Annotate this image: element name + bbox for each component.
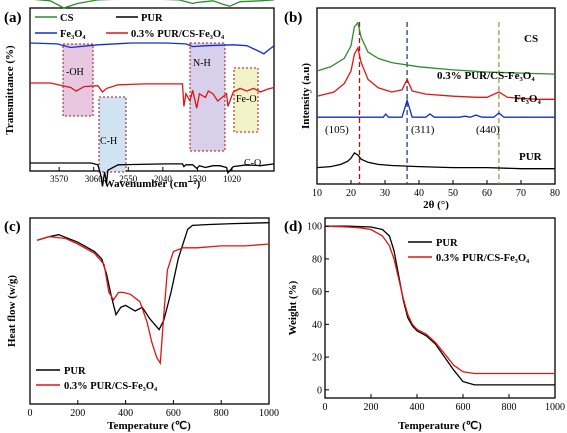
panel-b-ylabel: Intensity (a.u): [300, 63, 312, 129]
annotation-oh: -OH: [66, 67, 84, 78]
legend-a-3: 0.3% PUR/CS-Fe₃O₄: [131, 29, 225, 40]
xrd-line-composite: [316, 46, 555, 100]
tga-xtick-label: 1000: [545, 402, 565, 413]
tga-xtick-label: 800: [502, 402, 517, 413]
tga-xtick-label: 0: [323, 402, 328, 413]
ftir-xtick-label: 2040: [154, 174, 173, 184]
ftir-xtick-label: 1530: [188, 174, 207, 184]
panel-a-label: (a): [4, 10, 22, 26]
panel-c-label: (c): [4, 219, 21, 235]
xrd-label-composite: 0.3% PUR/CS-Fe₃O₄: [437, 70, 535, 82]
dsc-xtick-label: 0: [28, 408, 33, 419]
xrd-label-cs: CS: [524, 33, 538, 45]
tga-ytick-label: 40: [312, 320, 322, 331]
tga-xtick-label: 600: [456, 402, 471, 413]
panel-a-frame: [29, 7, 275, 172]
legend-d-0: PUR: [436, 238, 458, 249]
dsc-xtick-label: 800: [214, 408, 229, 419]
tga-xtick-label: 200: [364, 402, 379, 413]
xrd-line-cs: [316, 21, 556, 75]
xrd-xtick-label: 40: [414, 188, 424, 199]
tga-ytick-label: 20: [312, 353, 322, 364]
peak-label-440: (440): [476, 124, 500, 136]
panel-d-xlabel: Temperature (℃): [398, 420, 482, 432]
dsc-line-composite: [37, 235, 270, 366]
xrd-xtick-label: 70: [516, 188, 526, 199]
legend-d-1: 0.3% PUR/CS-Fe₃O₄: [436, 253, 530, 264]
ftir-line-composite: [30, 82, 275, 109]
panel-a-xlabel: Wavenumber (cm⁻¹): [104, 178, 201, 190]
legend-c-0: PUR: [64, 366, 86, 377]
ftir-line-fe3o4: [29, 42, 275, 55]
oh-band-box: [62, 43, 94, 117]
nh-band-box: [189, 42, 226, 152]
legend-c-1: 0.3% PUR/CS-Fe₃O₄: [64, 381, 158, 392]
dsc-line-pur: [37, 222, 270, 331]
panel-c-frame: [29, 217, 270, 405]
panel-a-ylabel: Transmittance (%): [4, 45, 16, 135]
xrd-line-fe3o4: [317, 98, 555, 118]
panel-d-tga: (d) 0 200 400 600 800 1000 0 20 40 60 80 100 PUR 0.…: [284, 217, 565, 432]
legend-a-1: PUR: [141, 13, 163, 24]
xrd-xtick-label: 60: [482, 188, 492, 199]
panel-d-frame: [324, 217, 556, 399]
tga-ytick-label: 60: [312, 287, 322, 298]
annotation-ch: C-H: [100, 136, 117, 147]
tga-ytick-label: 0: [317, 385, 322, 396]
panel-c-xlabel: Temperature (℃): [107, 420, 191, 432]
legend-a-2: Fe₃O₄: [60, 29, 86, 40]
ch-band-box: [98, 96, 127, 173]
dsc-xtick-label: 200: [70, 408, 85, 419]
feo-band-box: [233, 67, 259, 133]
dsc-xtick-label: 1000: [259, 408, 279, 419]
xrd-label-fe3o4: Fe₃O₄: [514, 93, 541, 105]
annotation-feo: Fe-O: [236, 94, 257, 105]
tga-ytick-label: 100: [307, 222, 322, 233]
panel-c-ylabel: Heat flow (w/g): [6, 275, 18, 347]
ftir-xtick-label: 3060: [85, 174, 104, 184]
tga-ytick-label: 80: [312, 254, 322, 265]
tga-xtick-label: 400: [410, 402, 425, 413]
xrd-xtick-label: 30: [380, 188, 390, 199]
panel-d-legend: PUR 0.3% PUR/CS-Fe₃O₄: [408, 238, 530, 264]
panel-c-dsc: (c) 0 200 400 600 800 1000 PUR 0.3% PUR/CS-Fe…: [4, 217, 279, 432]
panel-c-legend: PUR 0.3% PUR/CS-Fe₃O₄: [36, 366, 158, 392]
xrd-line-pur: [316, 152, 555, 170]
panel-b-xrd: (b) 10 20 30 40 50 60 70 80 CS 0.3% PUR/CS-Fe₃O…: [284, 7, 560, 211]
annotation-nh: N-H: [193, 58, 211, 69]
panel-b-xlabel: 2θ (°): [423, 199, 449, 211]
xrd-xtick-label: 80: [550, 188, 560, 199]
ftir-xtick-label: 2550: [119, 174, 138, 184]
xrd-xtick-label: 50: [448, 188, 458, 199]
xrd-xtick-label: 10: [312, 188, 322, 199]
ftir-line-cs: [33, 0, 275, 9]
panel-a-ftir: (a) 3570 3060 2550 2040 1530 1020 CS PUR Fe₃O…: [4, 0, 275, 190]
xrd-xtick-label: 20: [346, 188, 356, 199]
dsc-xtick-label: 400: [118, 408, 133, 419]
legend-a-0: CS: [60, 13, 74, 24]
panel-b-label: (b): [284, 10, 302, 26]
peak-label-105: (105): [325, 124, 349, 136]
tga-line-composite: [324, 225, 555, 375]
dsc-xtick-label: 600: [166, 408, 181, 419]
ftir-line-pur: [30, 162, 275, 187]
panel-d-label: (d): [284, 219, 302, 235]
annotation-co: C-O: [244, 158, 261, 169]
xrd-label-pur: PUR: [519, 151, 543, 163]
ftir-xtick-label: 1020: [223, 174, 242, 184]
panel-a-legend: CS PUR Fe₃O₄ 0.3% PUR/CS-Fe₃O₄: [35, 13, 225, 40]
tga-line-pur: [325, 225, 555, 386]
panel-d-ylabel: Weight (%): [287, 280, 299, 335]
peak-label-311: (311): [411, 124, 435, 136]
ftir-xtick-label: 3570: [50, 174, 69, 184]
